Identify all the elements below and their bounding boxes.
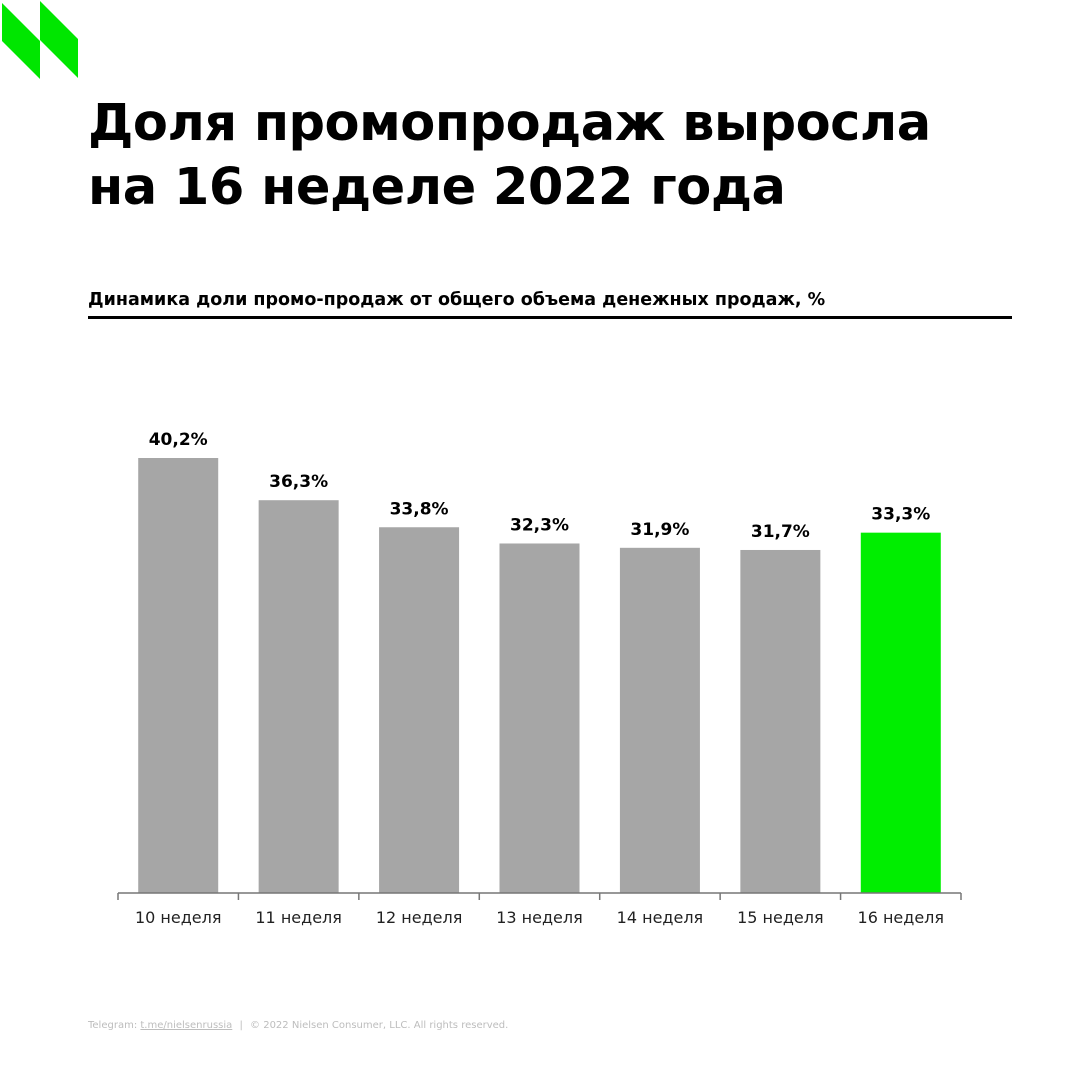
footer-separator: | [239, 1020, 243, 1031]
tick-label: 12 неделя [376, 908, 463, 927]
copyright: © 2022 Nielsen Consumer, LLC. All rights… [250, 1020, 509, 1031]
telegram-link[interactable]: t.me/nielsenrussia [140, 1020, 233, 1031]
tick-label: 16 неделя [858, 908, 945, 927]
data-label: 31,7% [751, 522, 810, 542]
tick-label: 10 неделя [135, 908, 222, 927]
data-label: 32,3% [510, 515, 569, 535]
bar [258, 500, 339, 893]
title-line-1: Доля промопродаж выросла [88, 94, 931, 153]
bar [499, 543, 580, 893]
data-label: 31,9% [630, 520, 689, 540]
telegram-label: Telegram: [88, 1020, 138, 1031]
data-label: 36,3% [269, 472, 328, 492]
bar [379, 527, 460, 893]
title-line-2: на 16 неделе 2022 года [88, 158, 786, 217]
bar [619, 547, 700, 893]
chart-subtitle: Динамика доли промо-продаж от общего объ… [88, 290, 1012, 319]
footer: Telegram: t.me/nielsenrussia | © 2022 Ni… [88, 1020, 508, 1031]
data-label: 40,2% [149, 430, 208, 450]
logo-shape-left [2, 3, 40, 79]
bar [740, 549, 821, 893]
data-label: 33,3% [871, 505, 930, 525]
bar-chart: 40,2% 10 неделя 36,3% 11 неделя 33,8% 12 неде… [117, 430, 962, 927]
nielsen-logo [2, 1, 78, 79]
tick-label: 15 неделя [737, 908, 824, 927]
bar [860, 532, 941, 893]
page-title: Доля промопродаж выросла на 16 неделе 202… [88, 92, 931, 220]
data-label: 33,8% [390, 499, 449, 519]
tick-label: 13 неделя [496, 908, 583, 927]
bar [138, 458, 219, 893]
tick-label: 11 неделя [255, 908, 342, 927]
tick-label: 14 неделя [617, 908, 704, 927]
logo-shape-right [40, 1, 78, 78]
